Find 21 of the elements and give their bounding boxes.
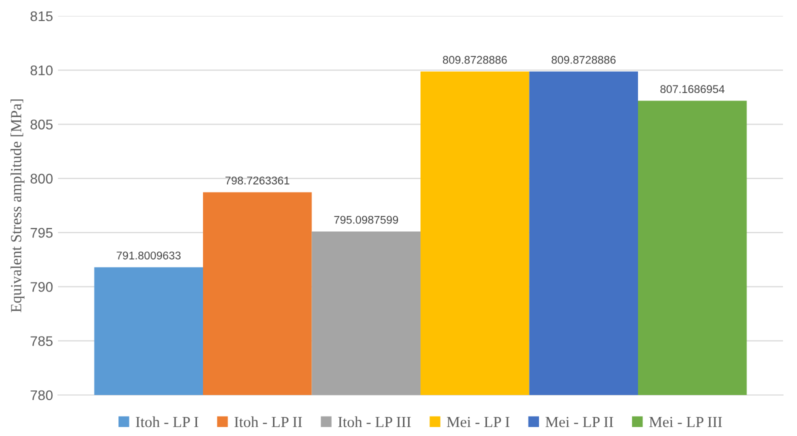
data-label: 795.0987599 — [334, 216, 398, 224]
data-label: 798.7263361 — [226, 176, 290, 184]
y-tick-label: 805 — [30, 120, 53, 130]
data-label: 791.8009633 — [116, 252, 181, 260]
legend-label: Itoh - LP III — [338, 416, 411, 428]
y-tick-label: 780 — [30, 390, 53, 400]
data-label: 807.1686954 — [660, 85, 724, 94]
y-tick-label: 800 — [30, 174, 53, 184]
y-tick-label: 785 — [30, 336, 53, 346]
y-tick-label: 810 — [30, 65, 53, 76]
legend-label: Itoh - LP I — [136, 416, 198, 428]
y-axis-title: Equivalent Stress amplitude [MPa] — [10, 99, 24, 312]
legend-label: Mei - LP III — [649, 416, 722, 428]
legend-label: Itoh - LP II — [234, 416, 302, 428]
y-tick-label: 815 — [30, 11, 53, 22]
data-label: 809.8728886 — [552, 56, 616, 64]
y-tick-label: 795 — [30, 228, 53, 238]
data-label: 809.8728886 — [442, 56, 507, 64]
legend-label: Mei - LP I — [446, 416, 510, 428]
y-tick-label: 790 — [30, 282, 53, 292]
legend-label: Mei - LP II — [546, 416, 614, 428]
